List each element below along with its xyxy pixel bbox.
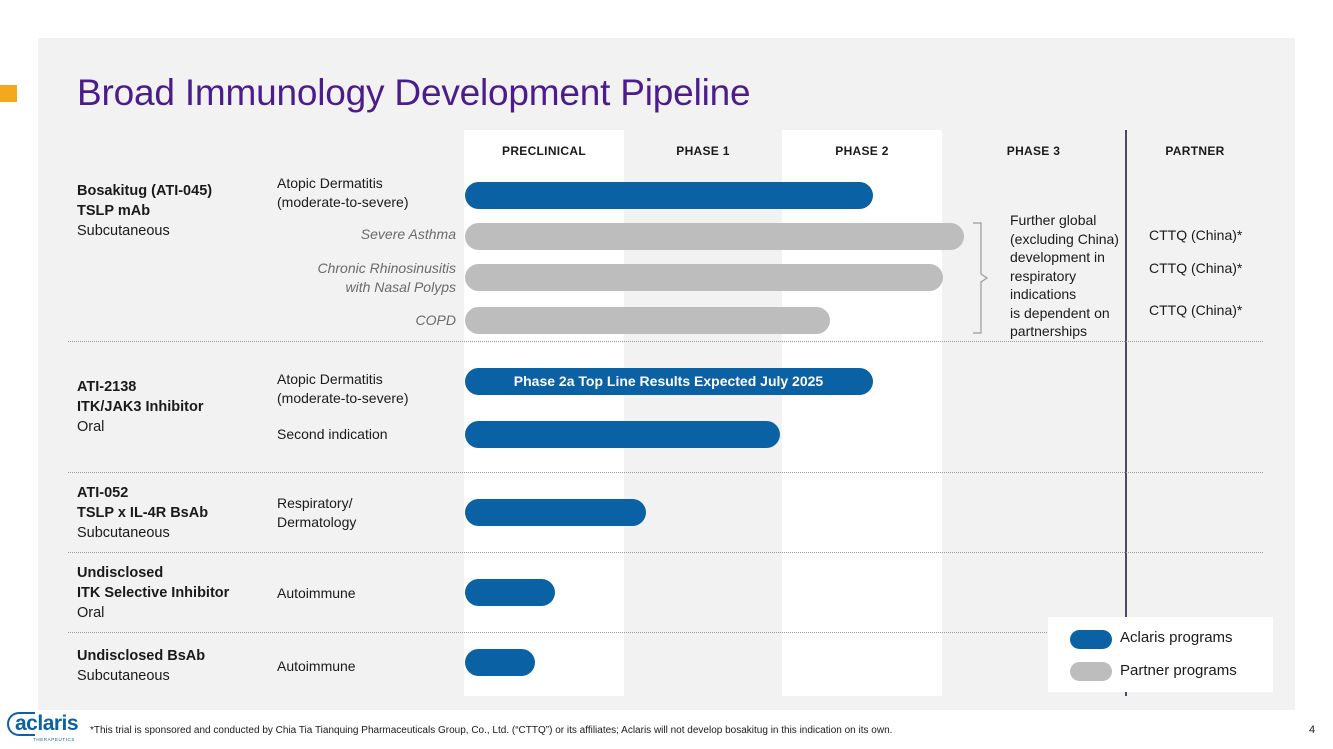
indication-line: (moderate-to-severe) [277, 194, 409, 210]
program-name: ATI-052 [77, 485, 129, 501]
program-name: Undisclosed [77, 565, 164, 581]
bar-severe-asthma [465, 223, 964, 250]
header-phase-3: PHASE 3 [1006, 144, 1061, 158]
header-phase-2: PHASE 2 [835, 144, 889, 158]
program-route: Subcutaneous [77, 223, 170, 239]
bar-ati-2138-ad [465, 368, 873, 395]
header-phase-1: PHASE 1 [676, 144, 730, 158]
logo-text: aclaris [15, 712, 79, 735]
legend-label-aclaris: Aclaris programs [1120, 629, 1233, 646]
indication-autoimmune: Autoimmune [277, 585, 356, 601]
indication-atopic-dermatitis: Atopic Dermatitis (moderate-to-severe) [277, 174, 409, 212]
program-target: TSLP x IL-4R BsAb [77, 505, 209, 521]
accent-square [0, 85, 17, 102]
legend: Aclaris programs Partner programs [1048, 617, 1273, 692]
program-name: Undisclosed BsAb [77, 648, 206, 664]
indication-atopic-dermatitis-2: Atopic Dermatitis (moderate-to-severe) [277, 370, 409, 408]
bar-undisclosed-bsab [465, 649, 535, 676]
page-number: 4 [1309, 724, 1316, 736]
note-line: respiratory [1010, 267, 1077, 284]
note-line: partnerships [1010, 323, 1088, 339]
indication-crs-nasal-polyps: Chronic Rhinosinusitis with Nasal Polyps [277, 259, 456, 297]
indication-line: Respiratory/ [277, 495, 353, 511]
bar-crs-nasal-polyps [465, 264, 943, 291]
brace-icon [973, 222, 989, 334]
phase3-note: Further global (excluding China) develop… [1010, 211, 1119, 341]
program-name: Bosakitug (ATI-045) [77, 183, 213, 199]
indication-line: Dermatology [277, 514, 357, 530]
program-route: Oral [77, 419, 105, 435]
row-separator [68, 632, 1263, 633]
program-route: Subcutaneous [77, 525, 170, 541]
bar-copd [465, 307, 830, 334]
indication-copd: COPD [415, 312, 456, 328]
program-ati-052: ATI-052 TSLP x IL-4R BsAb Subcutaneous [77, 483, 208, 543]
indication-line: (moderate-to-severe) [277, 390, 409, 406]
logo-mark-icon [7, 712, 35, 736]
header-preclinical: PRECLINICAL [502, 144, 586, 158]
column-preclinical [464, 130, 624, 696]
note-line: indications [1010, 286, 1077, 302]
header-partner: PARTNER [1165, 144, 1225, 158]
program-target: ITK/JAK3 Inhibitor [77, 399, 204, 415]
partner-crs: CTTQ (China)* [1149, 260, 1243, 276]
program-route: Subcutaneous [77, 668, 170, 684]
indication-line: Atopic Dermatitis [277, 371, 383, 387]
page-title: Broad Immunology Development Pipeline [77, 72, 751, 113]
indication-second: Second indication [277, 426, 388, 442]
logo-subtext: THERAPEUTICS [33, 737, 75, 742]
row-separator [68, 341, 1263, 342]
indication-line: Atopic Dermatitis [277, 175, 383, 191]
row-separator [68, 472, 1263, 473]
partner-divider [1125, 130, 1127, 696]
legend-label-partner: Partner programs [1120, 662, 1237, 679]
program-route: Oral [77, 605, 105, 621]
program-undisclosed-itk: Undisclosed ITK Selective Inhibitor Oral [77, 563, 229, 623]
bar-second-indication [465, 421, 780, 448]
legend-swatch-partner [1070, 662, 1112, 681]
program-target: ITK Selective Inhibitor [77, 585, 230, 601]
program-undisclosed-bsab: Undisclosed BsAb Subcutaneous [77, 646, 205, 686]
indication-autoimmune-2: Autoimmune [277, 658, 356, 674]
legend-swatch-aclaris [1070, 630, 1112, 649]
bar-label: Phase 2a Top Line Results Expected July … [513, 373, 824, 389]
program-target: TSLP mAb [77, 203, 151, 219]
program-bosakitug: Bosakitug (ATI-045) TSLP mAb Subcutaneou… [77, 181, 212, 241]
partner-copd: CTTQ (China)* [1149, 302, 1243, 318]
note-line: (excluding China) [1010, 230, 1119, 247]
partner-severe-asthma: CTTQ (China)* [1149, 227, 1243, 243]
aclaris-logo: aclaris THERAPEUTICS [7, 712, 87, 746]
note-line: development in [1010, 249, 1105, 265]
row-separator [68, 552, 1263, 553]
column-phase-2 [782, 130, 942, 696]
footnote: *This trial is sponsored and conducted b… [90, 725, 893, 736]
indication-respiratory-dermatology: Respiratory/ Dermatology [277, 494, 356, 532]
program-name: ATI-2138 [77, 379, 137, 395]
bar-undisclosed-itk [465, 579, 555, 606]
indication-line: with Nasal Polyps [345, 279, 457, 295]
bar-bosakitug-ad [465, 182, 873, 209]
indication-line: Chronic Rhinosinusitis [317, 260, 456, 276]
note-line: is dependent on [1010, 304, 1110, 321]
indication-severe-asthma: Severe Asthma [360, 226, 456, 242]
note-line: Further global [1010, 212, 1097, 228]
program-ati-2138: ATI-2138 ITK/JAK3 Inhibitor Oral [77, 377, 203, 437]
bar-ati-052 [465, 499, 646, 526]
